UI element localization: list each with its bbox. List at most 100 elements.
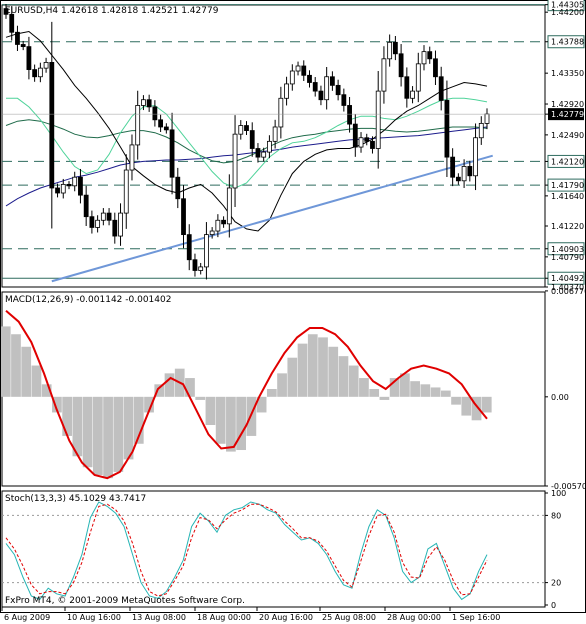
macd-histogram-bar xyxy=(113,396,124,472)
ma-navy-line xyxy=(5,126,488,207)
macd-histogram-bar xyxy=(62,396,73,436)
candle-body xyxy=(106,212,112,221)
macd-histogram-bar xyxy=(410,381,420,397)
stoch-axis-label: 0 xyxy=(551,601,556,610)
candle-body xyxy=(261,151,267,158)
candle-body xyxy=(26,46,32,70)
candle-body xyxy=(364,137,370,142)
candle-body xyxy=(9,13,15,33)
macd-axis-label: -0.005700 xyxy=(551,482,586,491)
macd-histogram-bar xyxy=(369,389,380,397)
ma-black-line xyxy=(5,30,488,232)
candle-body xyxy=(192,259,198,271)
time-axis-label: 6 Aug 2009 xyxy=(4,613,50,622)
trend-line xyxy=(51,154,494,283)
time-axis-label: 13 Aug 08:00 xyxy=(132,613,186,622)
macd-histogram-bar xyxy=(287,357,298,397)
candle-body xyxy=(352,123,358,148)
candle-body xyxy=(444,100,450,158)
candle-body xyxy=(335,84,341,96)
candle-body xyxy=(158,119,164,128)
candle-body xyxy=(37,67,43,78)
candle-body xyxy=(284,83,289,99)
macd-histogram-bar xyxy=(11,334,21,397)
macd-histogram-bar xyxy=(348,365,359,397)
price-axis-label: 1.42120 xyxy=(551,157,584,166)
copyright-text: FxPro MT4, © 2001-2009 MetaQuotes Softwa… xyxy=(5,596,245,606)
candle-body xyxy=(278,97,284,128)
macd-histogram-bar xyxy=(471,396,482,421)
candle-body xyxy=(112,219,118,237)
candle-body xyxy=(181,198,186,236)
stochastic-panel xyxy=(1,490,546,608)
candle-body xyxy=(467,166,473,177)
candle-body xyxy=(163,126,169,131)
macd-histogram-bar xyxy=(338,356,349,397)
candle-body xyxy=(49,62,55,189)
stoch-signal-line xyxy=(5,503,488,597)
candle-body xyxy=(221,219,226,225)
price-axis-label: 1.44200 xyxy=(551,8,584,17)
candle-body xyxy=(169,129,175,178)
time-axis-label: 18 Aug 00:00 xyxy=(197,613,251,622)
candle-body xyxy=(72,176,78,187)
macd-histogram-bar xyxy=(195,396,206,400)
time-axis-label: 28 Aug 00:00 xyxy=(387,613,441,622)
candle-body xyxy=(186,234,192,261)
stoch-main-line xyxy=(5,501,488,601)
price-panel xyxy=(1,3,546,288)
macd-histogram-bar xyxy=(185,378,195,397)
candle-body xyxy=(347,105,352,125)
macd-histogram-bar xyxy=(277,373,287,397)
price-axis-label: 1.40492 xyxy=(551,274,584,283)
candle-body xyxy=(78,176,83,196)
macd-title: MACD(12,26,9) -0.001142 -0.001402 xyxy=(5,295,171,305)
candle-body xyxy=(461,166,467,182)
candle-body xyxy=(66,183,72,187)
time-axis-label: 20 Aug 16:00 xyxy=(259,613,313,622)
candle-body xyxy=(455,176,461,182)
candle-body xyxy=(312,82,318,92)
ma-dark-green-line xyxy=(5,119,488,164)
candle-body xyxy=(289,70,295,85)
candle-body xyxy=(375,90,381,149)
last-price-label: 1.42779 xyxy=(551,110,584,119)
price-chart-title: EURUSD,H4 1.42618 1.42818 1.42521 1.4277… xyxy=(5,6,219,16)
candle-body xyxy=(484,113,490,124)
candle-body xyxy=(381,58,387,92)
candle-body xyxy=(478,122,484,139)
stoch-axis-label: 80 xyxy=(551,511,561,520)
macd-histogram-bar xyxy=(389,378,400,397)
macd-axis-label: 0.006770 xyxy=(551,287,586,296)
macd-histogram-bar xyxy=(307,334,318,397)
price-axis-label: 1.42490 xyxy=(551,131,584,140)
macd-histogram-bar xyxy=(0,326,11,397)
macd-histogram-bar xyxy=(379,396,390,400)
candle-body xyxy=(118,212,123,237)
macd-histogram-bar xyxy=(41,384,52,397)
price-axis-label: 1.40370 xyxy=(551,283,584,292)
macd-histogram-bar xyxy=(400,373,410,397)
candle-body xyxy=(15,31,20,45)
macd-histogram-bar xyxy=(236,396,246,451)
candle-body xyxy=(215,219,221,232)
candle-body xyxy=(267,140,272,153)
candle-body xyxy=(433,58,438,78)
macd-histogram-bar xyxy=(451,396,461,405)
macd-axis-label: 0.00 xyxy=(551,393,569,402)
candle-body xyxy=(421,51,427,65)
time-axis-label: 1 Sep 16:00 xyxy=(452,613,500,622)
candle-body xyxy=(387,41,393,60)
macd-histogram-bar xyxy=(359,378,369,397)
candle-body xyxy=(43,62,49,69)
ma-green-line xyxy=(6,97,488,189)
macd-histogram-bar xyxy=(430,387,441,397)
candle-body xyxy=(427,51,433,60)
candle-body xyxy=(20,44,26,48)
candle-body xyxy=(438,76,444,101)
candle-body xyxy=(135,105,141,146)
price-axis-label: 1.44305 xyxy=(551,1,584,10)
price-axis-label: 1.43350 xyxy=(551,69,584,78)
